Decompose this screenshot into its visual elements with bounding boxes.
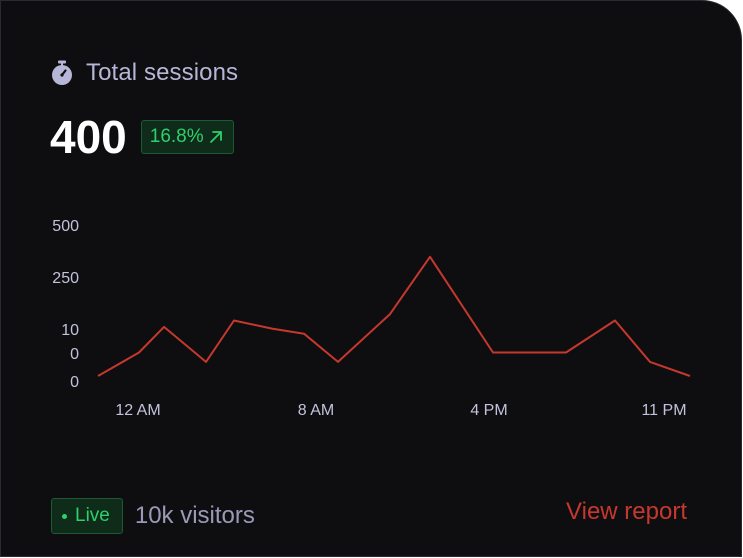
- series-line: [97, 255, 691, 377]
- x-tick-label: 12 AM: [115, 402, 160, 419]
- live-label: Live: [75, 505, 110, 526]
- visitors-count: 10k visitors: [134, 502, 255, 529]
- live-badge: Live: [51, 498, 123, 534]
- card-header: Total sessions: [50, 59, 238, 87]
- sessions-value: 400: [50, 111, 127, 163]
- y-tick-label: 250: [52, 270, 79, 287]
- y-tick-label: 0: [70, 346, 79, 363]
- y-tick-label: 0: [70, 374, 79, 391]
- stopwatch-icon: [50, 60, 74, 86]
- footer-status: Live 10k visitors: [51, 498, 255, 534]
- value-row: 400 16.8%: [50, 111, 234, 163]
- y-tick-label: 10: [61, 322, 79, 339]
- change-value: 16.8%: [149, 126, 204, 147]
- change-badge: 16.8%: [140, 120, 234, 154]
- card-title: Total sessions: [86, 59, 239, 86]
- x-tick-label: 11 PM: [641, 402, 686, 419]
- view-report-link[interactable]: View report: [566, 498, 687, 525]
- live-dot-icon: [62, 513, 67, 519]
- x-tick-label: 4 PM: [470, 402, 507, 419]
- x-tick-label: 8 AM: [298, 402, 334, 419]
- y-tick-label: 500: [52, 218, 79, 235]
- arrow-up-right-icon: [209, 131, 222, 143]
- sessions-line-chart: 500 250 10 0 0 12 AM 8 AM 4 PM 11 PM: [52, 218, 691, 419]
